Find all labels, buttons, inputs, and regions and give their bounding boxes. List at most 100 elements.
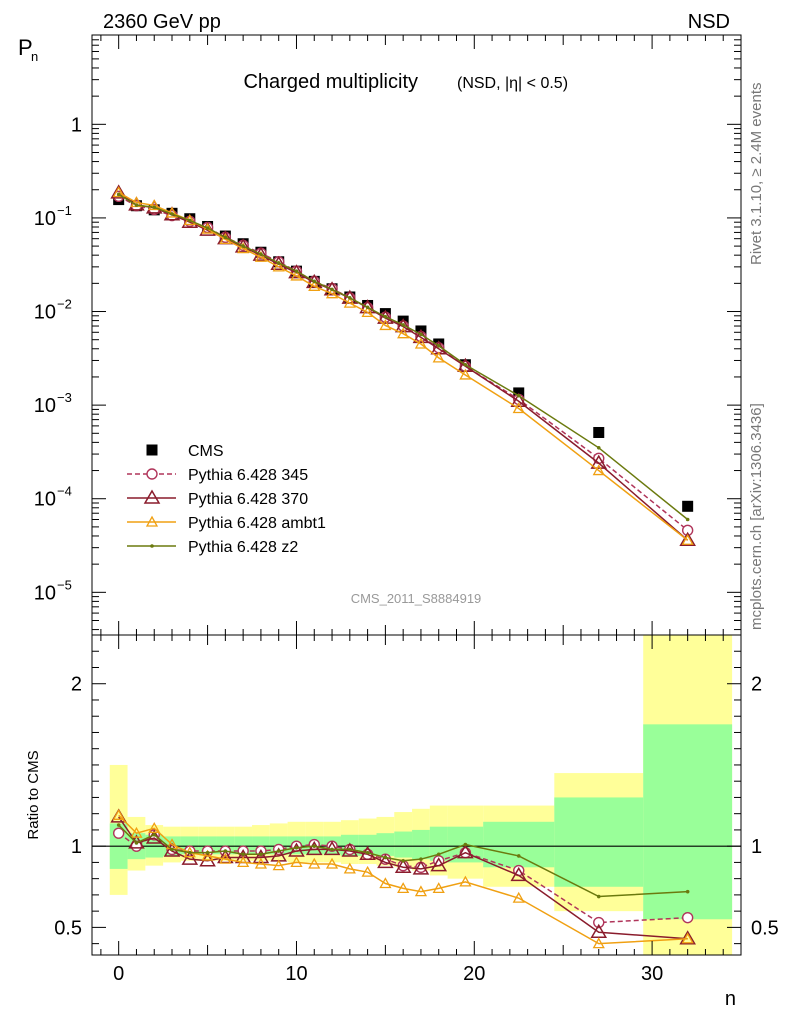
data-point xyxy=(592,464,605,476)
ratio-point xyxy=(254,857,268,869)
ratio-point xyxy=(290,856,303,868)
green-band-bin xyxy=(394,831,413,858)
data-point xyxy=(276,261,281,265)
ratio-point xyxy=(201,849,214,861)
data-point xyxy=(237,242,250,254)
legend-label: CMS xyxy=(188,443,224,460)
legend-label: Pythia 6.428 z2 xyxy=(188,539,298,556)
legend-marker xyxy=(146,468,158,480)
legend-item-2: Pythia 6.428 370 xyxy=(127,489,308,508)
legend-marker xyxy=(143,489,161,504)
header-right: NSD xyxy=(688,11,730,33)
ratio-point xyxy=(205,850,210,855)
data-point xyxy=(241,244,245,248)
green-band-bin xyxy=(376,833,395,856)
data-point xyxy=(148,199,161,211)
header-left: 2360 GeV pp xyxy=(103,11,221,33)
data-point xyxy=(152,205,157,210)
ratio-panel xyxy=(92,635,741,955)
ratio-point xyxy=(223,849,228,853)
ratio-point xyxy=(590,923,608,939)
ratio-point xyxy=(397,882,410,894)
data-point xyxy=(361,306,374,317)
ratio-point xyxy=(288,842,305,857)
main-series-4 xyxy=(116,192,690,522)
ratio-point xyxy=(379,877,392,889)
ratio-point xyxy=(252,849,270,864)
data-point xyxy=(516,393,521,398)
ratio-point xyxy=(305,840,323,856)
ratio-point xyxy=(365,850,370,855)
ratio-point xyxy=(112,827,125,839)
main-series-line xyxy=(118,192,689,541)
legend-label: Pythia 6.428 370 xyxy=(188,491,308,508)
y-tick-label: 10 xyxy=(34,395,56,417)
y-tick-label: 10 xyxy=(34,302,56,324)
ratio-point xyxy=(237,856,250,868)
ratio-point xyxy=(383,855,388,860)
ratio-frame: 0.5 0.51 12 20 10 20 30 xyxy=(54,634,779,985)
ratio-point xyxy=(308,857,321,869)
data-point xyxy=(681,533,694,545)
ratio-y-label: Ratio to CMS xyxy=(25,750,42,839)
x-tick-label: 10 xyxy=(285,963,307,985)
data-point xyxy=(682,500,694,512)
data-point xyxy=(436,344,441,348)
y-tick-label: 10 xyxy=(34,208,56,230)
ratio-y-tick-label-right: 2 xyxy=(751,674,762,696)
ratio-point xyxy=(170,847,174,852)
data-point xyxy=(270,255,288,270)
ratio-point xyxy=(512,891,525,903)
legend-item-3: Pythia 6.428 ambt1 xyxy=(127,515,326,532)
data-point xyxy=(254,250,268,262)
ratio-y-tick-label-right: 1 xyxy=(751,836,762,858)
ratio-point xyxy=(401,858,405,863)
ratio-point xyxy=(112,808,125,820)
y-axis-label-sub: n xyxy=(31,49,38,64)
ratio-point xyxy=(377,853,394,869)
data-point xyxy=(312,279,317,284)
data-point xyxy=(259,252,263,256)
ratio-point xyxy=(152,832,157,837)
ratio-point xyxy=(685,889,690,894)
data-point xyxy=(348,296,352,300)
data-point xyxy=(112,186,125,198)
ratio-point xyxy=(181,850,199,865)
data-point xyxy=(401,323,405,327)
ratio-point xyxy=(361,865,374,877)
ratio-point xyxy=(259,852,263,857)
ratio-point xyxy=(219,852,232,864)
ratio-point xyxy=(430,857,448,872)
x-tick-label: 0 xyxy=(113,963,124,985)
ratio-point xyxy=(432,882,445,894)
y-tick-label: 10 xyxy=(34,582,56,604)
ratio-y-tick-label: 0.5 xyxy=(54,917,82,939)
ratio-point xyxy=(325,857,339,869)
data-point xyxy=(365,305,370,310)
data-point xyxy=(510,392,528,407)
legend-marker xyxy=(146,444,158,456)
data-point xyxy=(308,279,321,291)
ratio-point xyxy=(343,862,356,874)
data-point xyxy=(419,332,423,337)
data-point xyxy=(294,269,299,273)
data-point xyxy=(170,212,174,216)
ratio-point xyxy=(187,850,192,855)
data-point xyxy=(234,238,252,253)
data-point xyxy=(590,454,608,469)
y-axis-label-main: P xyxy=(18,35,33,60)
ratio-point xyxy=(596,894,601,899)
ratio-point xyxy=(412,860,430,875)
y-tick-exponent: −4 xyxy=(57,484,72,499)
y-tick-label: 10 xyxy=(34,489,56,511)
data-point xyxy=(377,309,394,324)
data-point xyxy=(110,184,127,199)
data-point xyxy=(593,426,605,438)
green-band-bin xyxy=(643,724,733,920)
data-point xyxy=(330,287,334,292)
green-band-bin xyxy=(412,829,430,860)
ratio-point xyxy=(419,857,423,861)
main-frame: 110−110−210−310−410−5 xyxy=(34,34,742,636)
data-point xyxy=(394,318,412,333)
